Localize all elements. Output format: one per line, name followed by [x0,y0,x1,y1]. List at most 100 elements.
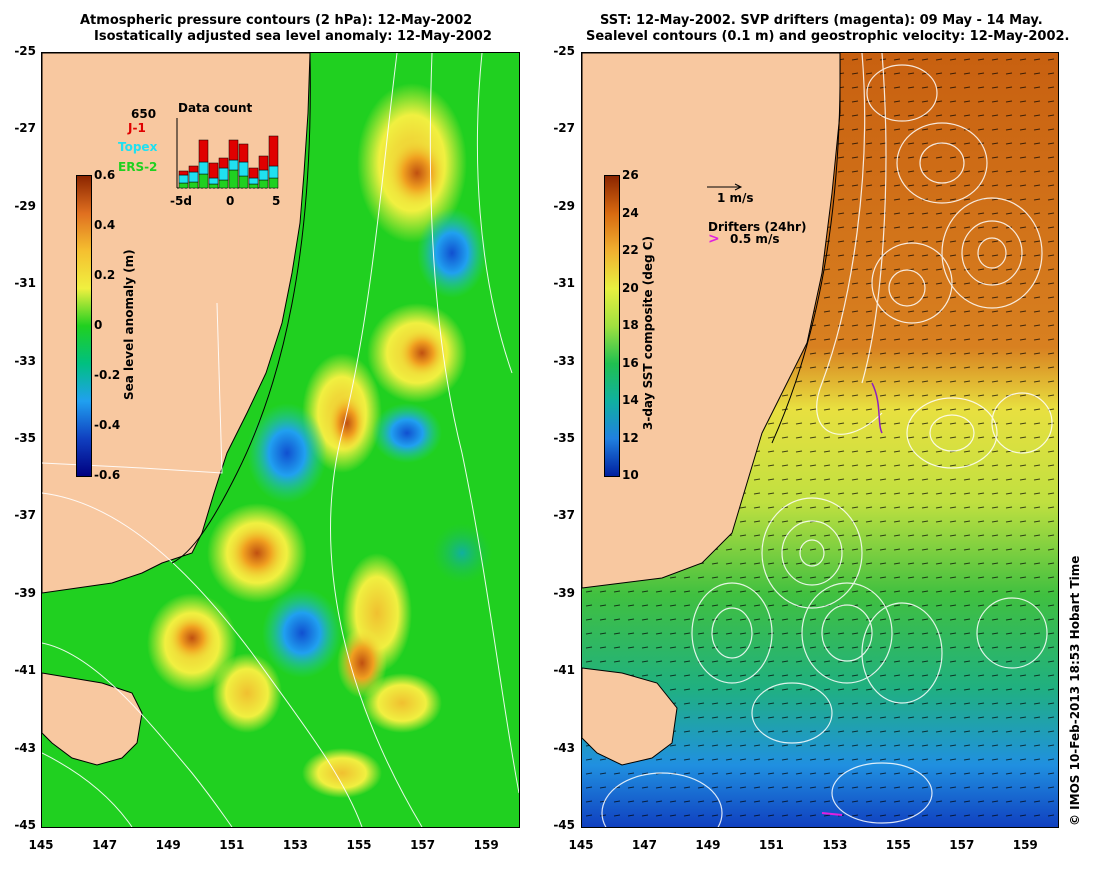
histogram-bar-segment [268,135,279,167]
sea-level-colorbar-title: Sea level anomaly (m) [122,249,136,400]
y-tick-label: -37 [553,508,575,523]
colorbar-tick-label: 20 [622,280,639,295]
x-tick-label: 159 [1012,838,1038,852]
colorbar-tick-label: 12 [622,430,639,445]
vector-scale-arrow [707,183,743,191]
copyright-notice: © IMOS 10-Feb-2013 18:53 Hobart Time [1068,555,1082,826]
legend-topex: Topex [118,140,158,154]
colorbar-tick-label: -0.2 [94,368,121,382]
data-count-xtick-2: 5 [272,194,281,208]
histogram-bar-segment [208,183,219,189]
y-tick-label: -27 [14,121,36,136]
histogram-bar-segment [218,179,229,189]
y-tick-label: -35 [553,431,575,445]
y-tick-label: -45 [14,818,36,832]
x-tick-label: 159 [473,838,499,852]
histogram-bar-segment [228,159,239,171]
histogram-bar-segment [178,174,189,184]
histogram-bar-segment [228,139,239,161]
legend-ers2: ERS-2 [118,160,158,174]
colorbar-tick-label: 0.2 [94,268,116,282]
right-title-line1: SST: 12-May-2002. SVP drifters (magenta)… [600,13,1043,28]
y-tick-label: -31 [553,276,575,291]
drifters-arrow-icon: > [708,231,720,247]
histogram-bar-segment [178,170,189,176]
colorbar-tick-label: 26 [622,168,639,182]
right-map-plot [581,52,1059,828]
histogram-bar-segment [258,179,269,189]
histogram-bar-segment [208,162,219,179]
histogram-bar-segment [198,173,209,189]
x-tick-label: 151 [758,838,784,852]
colorbar-tick-label: 0.6 [94,168,116,182]
legend-j1: J-1 [128,121,146,135]
colorbar-tick-label: 10 [622,468,639,482]
histogram-bar-segment [248,183,259,189]
data-count-histogram [176,118,279,189]
histogram-bar-segment [258,169,269,181]
right-title-line2: Sealevel contours (0.1 m) and geostrophi… [586,29,1070,44]
colorbar-tick-label: 24 [622,205,639,220]
left-title-line1: Atmospheric pressure contours (2 hPa): 1… [80,13,473,28]
histogram-bar-segment [218,167,229,181]
y-tick-label: -31 [14,276,36,291]
histogram-bar-segment [188,181,199,189]
histogram-bar-segment [238,175,249,189]
histogram-bar-segment [268,165,279,179]
colorbar-tick-label: -0.4 [94,418,121,432]
y-tick-label: -33 [553,353,575,368]
x-tick-label: 155 [885,838,911,852]
y-tick-label: -29 [553,198,575,213]
data-count-title: Data count [178,101,253,115]
colorbar-tick-label: -0.6 [94,468,121,482]
x-tick-label: 145 [568,838,594,852]
y-tick-label: -27 [553,121,575,136]
x-tick-label: 153 [822,838,848,852]
data-count-xtick-0: -5d [170,194,192,208]
y-tick-label: -25 [553,44,575,58]
y-tick-label: -35 [14,431,36,445]
data-count-xtick-1: 0 [226,194,235,208]
y-tick-label: -33 [14,353,36,368]
data-count-max-label: 650 [131,107,157,121]
histogram-bar-segment [208,177,219,185]
histogram-bar-segment [238,161,249,177]
y-tick-label: -37 [14,508,36,523]
colorbar-tick-label: 0.4 [94,218,116,232]
histogram-bar-segment [188,165,199,173]
x-tick-label: 149 [155,838,181,852]
x-tick-label: 149 [695,838,721,852]
histogram-bar-segment [248,167,259,179]
colorbar-tick-label: 0 [94,318,103,332]
histogram-bar-segment [198,139,209,163]
x-tick-label: 145 [28,838,54,852]
x-tick-label: 157 [949,838,975,852]
left-map-plot [41,52,520,828]
y-tick-label: -43 [553,740,575,755]
histogram-bar-segment [238,143,249,163]
histogram-bar-segment [228,169,239,189]
histogram-bar-segment [178,182,189,189]
histogram-bar-segment [218,157,229,169]
vector-scale-label: 1 m/s [717,191,754,205]
y-tick-label: -45 [553,818,575,832]
x-tick-label: 157 [410,838,436,852]
colorbar-tick-label: 14 [622,393,639,407]
x-tick-label: 155 [346,838,372,852]
colorbar-tick-label: 16 [622,355,639,370]
drifters-speed-label: 0.5 m/s [730,232,780,246]
sst-map [582,53,1058,827]
y-tick-label: -29 [14,198,36,213]
colorbar-tick-label: 18 [622,318,639,332]
y-tick-label: -41 [553,663,575,678]
histogram-bars [178,135,279,189]
y-tick-label: -41 [14,663,36,678]
histogram-bar-segment [198,161,209,175]
sea-level-anomaly-map [42,53,519,827]
drifters-label: Drifters (24hr) [708,220,807,234]
histogram-bar-segment [188,171,199,183]
histogram-bar-segment [268,177,279,189]
y-tick-label: -25 [14,44,36,58]
y-tick-label: -39 [14,585,36,600]
sst-colorbar [604,175,620,477]
